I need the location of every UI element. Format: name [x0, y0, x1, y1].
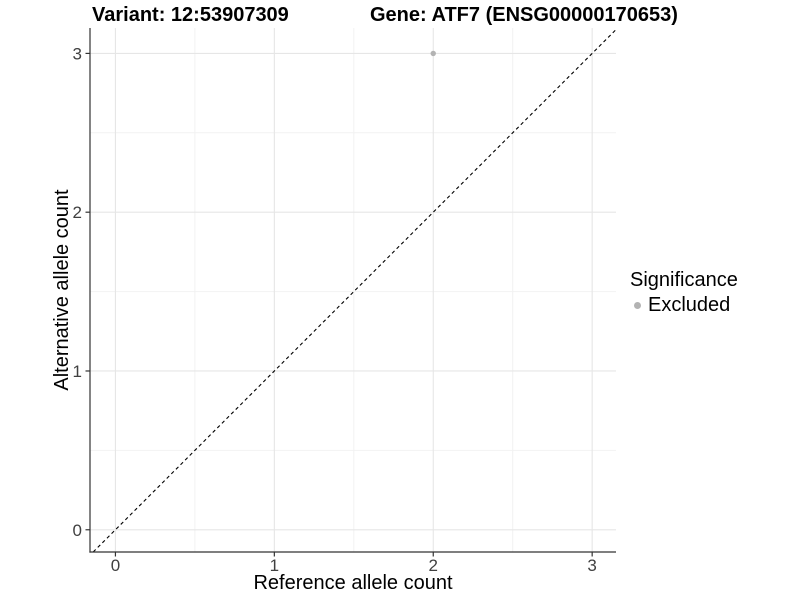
x-tick-label: 2: [429, 556, 438, 575]
y-tick-label: 0: [73, 521, 82, 540]
legend-point-icon: [634, 301, 641, 309]
x-tick-label: 3: [587, 556, 596, 575]
identity-reference-line: [92, 29, 617, 553]
x-axis-label: Reference allele count: [253, 572, 453, 594]
y-axis-label: Alternative allele count: [51, 189, 73, 391]
x-tick-label: 1: [270, 556, 279, 575]
legend-item-label: Excluded: [648, 294, 731, 316]
plot-title-variant: Variant: 12:53907309: [92, 4, 289, 26]
legend: Significance Excluded: [630, 269, 738, 316]
y-tick-label: 3: [73, 44, 82, 63]
x-tick-label: 0: [111, 556, 120, 575]
legend-title: Significance: [630, 269, 738, 291]
data-point: [430, 50, 436, 57]
legend-item: Excluded: [630, 294, 738, 316]
legend-items: Excluded: [630, 294, 738, 316]
y-tick-label: 2: [73, 203, 82, 222]
plot-title-gene: Gene: ATF7 (ENSG00000170653): [370, 4, 678, 26]
y-tick-label: 1: [73, 362, 82, 381]
